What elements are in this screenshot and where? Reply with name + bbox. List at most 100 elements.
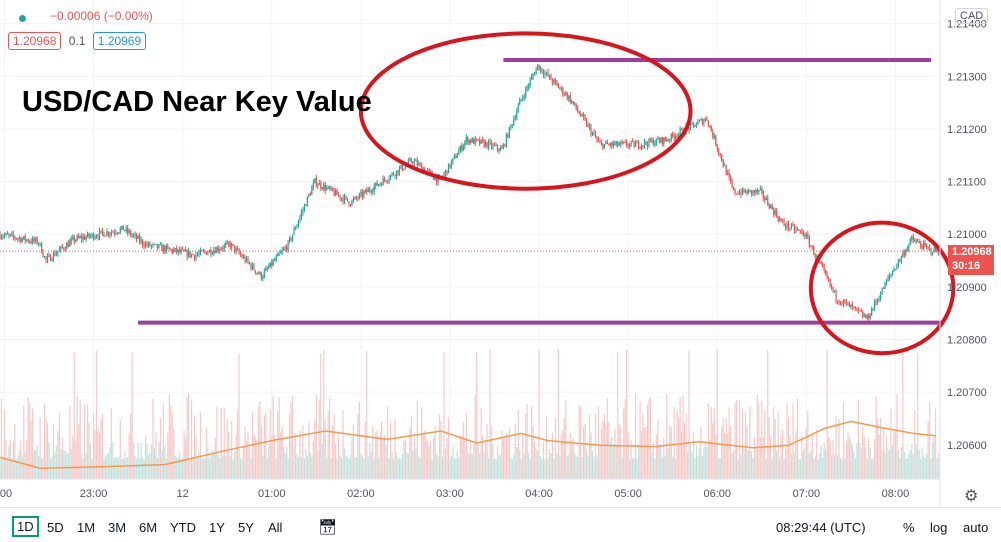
candle-body — [324, 184, 326, 191]
candle-body — [450, 161, 453, 168]
candle-body — [323, 184, 325, 190]
volume-bar — [771, 458, 773, 479]
candle-body — [495, 144, 497, 146]
candle-body — [908, 244, 910, 250]
candle-body — [862, 311, 864, 317]
candle-body — [214, 250, 216, 253]
candle-body — [265, 268, 267, 271]
candle-body — [746, 190, 748, 194]
candle-body — [833, 291, 836, 292]
candle-body — [158, 244, 160, 249]
range-5y[interactable]: 5Y — [238, 520, 254, 535]
y-tick-label: 1.21100 — [947, 177, 986, 189]
utc-clock[interactable]: 08:29:44 (UTC) — [776, 520, 866, 535]
candle-body — [106, 231, 108, 236]
candle-body — [36, 238, 38, 244]
range-1y[interactable]: 1Y — [209, 520, 225, 535]
candle-body — [51, 259, 53, 261]
candle-body — [9, 234, 11, 236]
candle-body — [128, 230, 130, 233]
candle-body — [542, 72, 545, 76]
volume-bar — [342, 410, 344, 479]
volume-bar — [297, 457, 300, 479]
range-5d[interactable]: 5D — [47, 520, 64, 535]
volume-bar — [366, 350, 368, 479]
volume-bar — [905, 458, 907, 479]
volume-bar — [915, 444, 917, 479]
candle-body — [421, 164, 423, 172]
percent-toggle[interactable]: % — [903, 520, 915, 535]
candle-body — [340, 197, 343, 199]
calendar-icon[interactable]: 📅︎ — [318, 519, 338, 536]
range-6m[interactable]: 6M — [139, 520, 158, 535]
volume-bar — [421, 407, 423, 479]
candle-body — [734, 189, 736, 194]
candle-body — [400, 165, 402, 169]
candle-body — [574, 103, 576, 105]
volume-bar — [798, 458, 800, 479]
candle-body — [464, 141, 466, 146]
range-1d[interactable]: 1D — [12, 516, 39, 537]
ask-price[interactable]: 1.20969 — [92, 32, 147, 50]
volume-bar — [507, 436, 509, 479]
bid-price[interactable]: 1.20968 — [8, 32, 62, 50]
candle-body — [330, 187, 332, 189]
candle-body — [735, 193, 738, 195]
range-1m[interactable]: 1M — [77, 520, 96, 535]
candle-body — [707, 120, 709, 126]
candle-body — [186, 250, 188, 257]
volume-bar — [496, 445, 499, 479]
auto-toggle[interactable]: auto — [963, 520, 989, 535]
candle-body — [789, 228, 791, 229]
volume-bar — [35, 449, 37, 479]
volume-bar — [700, 426, 702, 479]
candle-body — [826, 273, 828, 279]
log-toggle[interactable]: log — [930, 520, 948, 535]
candle-body — [473, 138, 475, 144]
candle-body — [404, 165, 407, 169]
candle-body — [718, 149, 720, 154]
range-3m[interactable]: 3M — [108, 520, 127, 535]
volume-bar — [89, 444, 92, 479]
volume-bar — [868, 437, 870, 479]
volume-bar — [860, 448, 862, 479]
volume-bar — [236, 408, 239, 479]
candle-body — [584, 117, 586, 120]
volume-bar — [306, 455, 308, 479]
volume-bar — [183, 430, 185, 479]
range-ytd[interactable]: YTD — [170, 520, 196, 535]
candle-body — [877, 299, 879, 303]
candle-body — [150, 245, 153, 247]
candle-body — [388, 178, 390, 181]
volume-bar — [88, 423, 90, 479]
volume-bar — [186, 396, 188, 479]
candle-body — [73, 237, 75, 242]
settings-gear-icon[interactable]: ⚙ — [964, 488, 979, 505]
currency-badge[interactable]: CAD — [955, 8, 989, 24]
candle-body — [407, 160, 409, 165]
candle-body — [681, 128, 683, 130]
volume-bar — [219, 457, 221, 479]
volume-bar — [360, 453, 362, 479]
candle-body — [832, 286, 834, 292]
volume-bar — [333, 413, 335, 479]
volume-bar — [23, 405, 25, 479]
candle-body — [234, 245, 236, 252]
volume-bar — [452, 446, 454, 479]
volume-bar — [98, 432, 101, 479]
volume-bar — [893, 432, 895, 479]
volume-bar — [337, 435, 340, 479]
volume-bar — [473, 443, 475, 479]
candle-body — [724, 165, 726, 167]
volume-bar — [443, 352, 445, 479]
volume-bar — [384, 435, 386, 479]
range-all[interactable]: All — [268, 520, 283, 535]
candle-body — [185, 250, 187, 252]
volume-bar — [517, 410, 519, 479]
volume-bar — [578, 405, 580, 479]
volume-bar — [648, 399, 650, 479]
candle-body — [229, 243, 231, 248]
candle-body — [909, 238, 911, 245]
volume-bar — [229, 456, 231, 479]
